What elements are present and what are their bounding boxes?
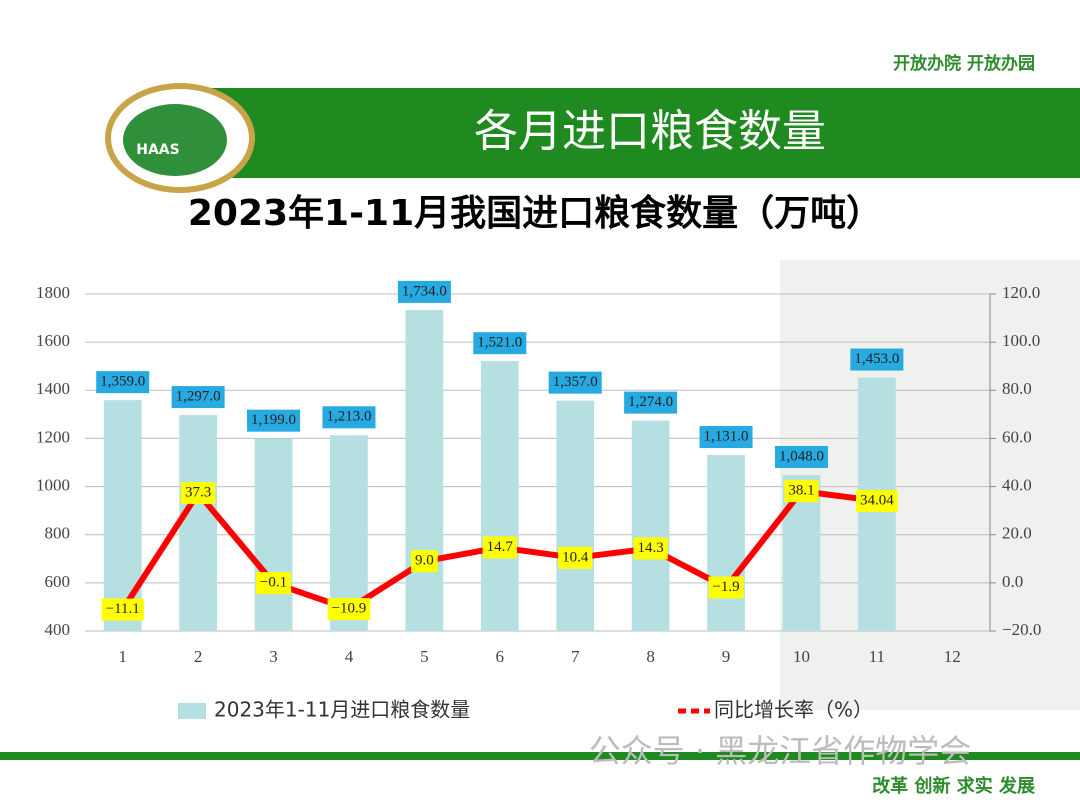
y-tick-label: 600 — [45, 572, 71, 591]
legend-label: 同比增长率（%） — [714, 698, 873, 722]
data-label-box — [101, 598, 144, 621]
bar — [405, 309, 444, 631]
data-label-box — [850, 348, 904, 371]
bar — [480, 361, 519, 631]
data-label-box — [247, 409, 301, 432]
legend-swatch — [178, 703, 206, 719]
data-label-box — [482, 536, 517, 559]
data-label: 9.0 — [415, 553, 434, 569]
data-label: 1,213.0 — [326, 409, 371, 425]
data-label-box — [856, 489, 898, 512]
data-label-box — [633, 537, 668, 560]
logo-inner — [123, 104, 227, 176]
data-label: 1,453.0 — [854, 351, 899, 367]
y-tick-label: 1600 — [36, 331, 70, 350]
data-label: 14.7 — [487, 539, 514, 555]
y2-tick-label: 120.0 — [1002, 283, 1040, 302]
data-label-box — [473, 332, 527, 355]
data-label: 1,357.0 — [553, 374, 598, 390]
x-tick-label: 5 — [420, 647, 429, 666]
data-label-box — [327, 598, 371, 621]
motto: 改革 创新 求实 发展 — [872, 775, 1036, 797]
data-label-box — [96, 371, 150, 394]
data-label: −10.9 — [332, 601, 367, 617]
data-label-box — [255, 572, 292, 595]
chart-title: 2023年1-11月我国进口粮食数量（万吨） — [188, 193, 882, 234]
data-label: 1,521.0 — [477, 335, 522, 351]
bar — [179, 415, 217, 631]
y-tick-label: 1200 — [36, 427, 70, 446]
data-label: −0.1 — [260, 575, 287, 591]
y-tick-label: 1800 — [36, 283, 70, 302]
banner-title: 各月进口粮食数量 — [474, 106, 826, 157]
x-tick-label: 1 — [118, 647, 127, 666]
data-label-box — [322, 406, 376, 429]
watermark: 公众号 · 黑龙江省作物学会 — [589, 732, 972, 770]
x-tick-label: 9 — [722, 647, 731, 666]
data-label-box — [558, 546, 593, 569]
data-label: 1,199.0 — [251, 412, 296, 428]
y-tick-label: 1400 — [36, 379, 70, 398]
y-tick-label: 1000 — [36, 475, 70, 494]
y2-tick-label: 40.0 — [1002, 475, 1032, 494]
data-label-box — [171, 386, 225, 409]
logo-text: HAAS — [136, 142, 179, 158]
y-tick-label: 800 — [45, 524, 71, 543]
y2-tick-label: 100.0 — [1002, 331, 1040, 350]
x-tick-label: 3 — [269, 647, 278, 666]
x-tick-label: 2 — [194, 647, 203, 666]
data-label: 1,297.0 — [176, 389, 221, 405]
data-label-box — [699, 426, 753, 449]
bar — [556, 400, 595, 631]
x-tick-label: 11 — [869, 647, 885, 666]
y2-tick-label: −20.0 — [1002, 620, 1041, 639]
x-tick-label: 7 — [571, 647, 580, 666]
y2-tick-label: 0.0 — [1002, 572, 1023, 591]
data-label: 1,734.0 — [402, 283, 447, 299]
x-tick-label: 4 — [345, 647, 354, 666]
data-label: 1,131.0 — [704, 428, 749, 444]
legend-label: 2023年1-11月进口粮食数量 — [214, 698, 470, 722]
data-label-box — [624, 391, 678, 414]
background-photo — [780, 260, 1080, 710]
data-label: 34.04 — [860, 492, 894, 508]
slogan: 开放办院 开放办园 — [893, 53, 1035, 74]
x-tick-label: 8 — [646, 647, 655, 666]
data-label-box — [411, 550, 438, 573]
data-label: 14.3 — [638, 540, 664, 556]
data-label: 10.4 — [562, 549, 589, 565]
footer-bar — [0, 752, 1080, 760]
x-tick-label: 12 — [944, 647, 961, 666]
data-label-box — [774, 446, 828, 469]
data-label: 1,359.0 — [100, 374, 145, 390]
y2-tick-label: 60.0 — [1002, 427, 1032, 446]
data-label: 37.3 — [185, 485, 211, 501]
x-tick-label: 6 — [496, 647, 505, 666]
data-label: 1,274.0 — [628, 394, 673, 410]
data-label: −11.1 — [106, 601, 140, 617]
bar — [103, 400, 142, 631]
data-label: 38.1 — [788, 483, 814, 499]
bar — [254, 438, 293, 631]
data-label-box — [181, 482, 216, 505]
y-tick-label: 400 — [45, 620, 71, 639]
bar — [631, 420, 670, 631]
y2-tick-label: 80.0 — [1002, 379, 1032, 398]
bar — [707, 455, 745, 631]
y2-tick-label: 20.0 — [1002, 524, 1032, 543]
plot: 400 600 800 1000 1200 1400 1600 1800 −20.0 0.0 20.… — [36, 280, 1041, 722]
data-label-box — [784, 480, 819, 503]
data-label: 1,048.0 — [779, 448, 824, 464]
data-label-box — [708, 576, 744, 599]
banner — [150, 88, 1080, 178]
data-label-box — [397, 280, 451, 303]
x-tick-label: 10 — [793, 647, 810, 666]
data-label-box — [548, 371, 602, 394]
data-label: −1.9 — [712, 579, 739, 595]
